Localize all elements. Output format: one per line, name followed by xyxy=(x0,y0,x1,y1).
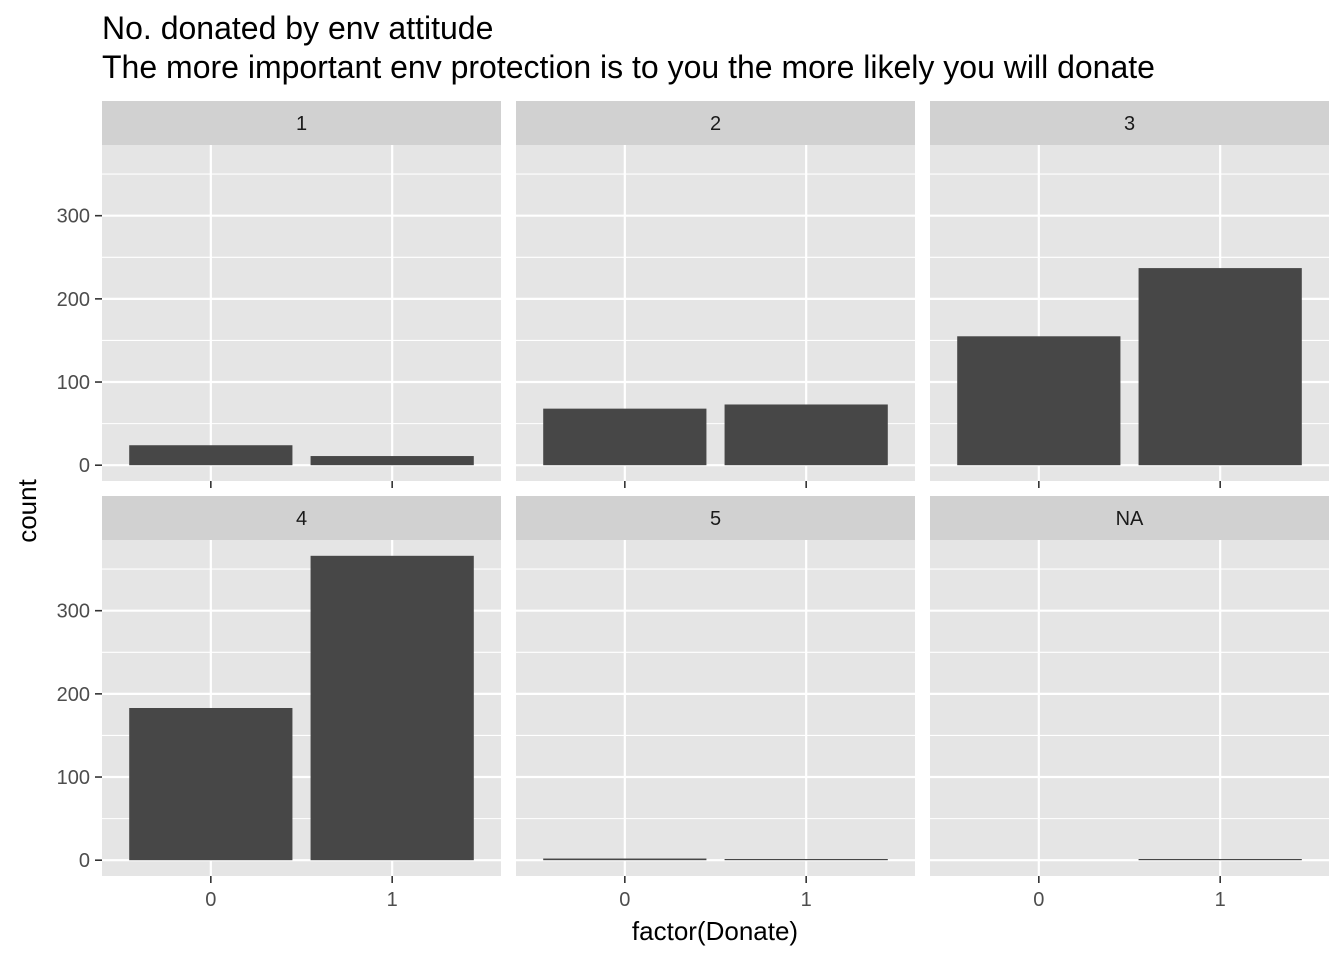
facet-panel-3: 3 xyxy=(930,101,1329,488)
bar-5-1 xyxy=(724,858,888,861)
bar-2-0 xyxy=(543,408,707,466)
facet-panel-4: 4 0 100 200 300 0 1 xyxy=(57,496,501,911)
facet-strip xyxy=(102,101,501,145)
bar-na-1 xyxy=(1138,858,1302,861)
panel-background xyxy=(102,145,501,481)
y-tick-label: 0 xyxy=(79,850,90,872)
facet-strip-label: NA xyxy=(1116,508,1144,530)
y-tick-label: 0 xyxy=(79,455,90,477)
y-tick-label: 100 xyxy=(57,372,90,394)
x-tick-label: 0 xyxy=(619,889,630,911)
bar-1-1 xyxy=(310,456,474,466)
facet-panel-2: 2 xyxy=(516,101,915,488)
chart-title: No. donated by env attitude xyxy=(102,10,493,46)
x-axis-title: factor(Donate) xyxy=(632,916,798,946)
facet-panel-na: NA 0 1 xyxy=(930,496,1329,911)
bar-5-0 xyxy=(543,858,707,861)
facet-strip-label: 1 xyxy=(296,113,307,135)
x-tick-label: 1 xyxy=(1215,889,1226,911)
bar-4-0 xyxy=(129,708,293,861)
facet-strip xyxy=(930,101,1329,145)
facet-strip xyxy=(102,496,501,540)
facet-strip-label: 3 xyxy=(1124,113,1135,135)
facet-strip-label: 4 xyxy=(296,508,307,530)
bar-3-1 xyxy=(1138,268,1302,466)
y-tick-label: 200 xyxy=(57,289,90,311)
facet-panels: 1 0 100 200 300 2 3 4 0 100 200 300 0 1 5 0 1 NA 0 1 xyxy=(57,101,1329,911)
facet-strip xyxy=(516,496,915,540)
facet-panel-5: 5 0 1 xyxy=(516,496,915,911)
facet-strip-label: 5 xyxy=(710,508,721,530)
bar-2-1 xyxy=(724,404,888,466)
facet-strip xyxy=(516,101,915,145)
y-axis-title: count xyxy=(12,478,42,542)
bar-1-0 xyxy=(129,445,293,466)
bar-4-1 xyxy=(310,555,474,861)
y-tick-label: 100 xyxy=(57,767,90,789)
facet-strip xyxy=(930,496,1329,540)
bar-3-0 xyxy=(957,336,1121,466)
x-tick-label: 1 xyxy=(801,889,812,911)
panel-background xyxy=(930,540,1329,876)
y-tick-label: 200 xyxy=(57,684,90,706)
x-tick-label: 0 xyxy=(205,889,216,911)
x-tick-label: 0 xyxy=(1033,889,1044,911)
x-tick-label: 1 xyxy=(387,889,398,911)
facet-panel-1: 1 0 100 200 300 xyxy=(57,101,501,488)
y-tick-label: 300 xyxy=(57,601,90,623)
facet-strip-label: 2 xyxy=(710,113,721,135)
chart-subtitle: The more important env protection is to … xyxy=(102,49,1155,85)
panel-background xyxy=(516,540,915,876)
y-tick-label: 300 xyxy=(57,206,90,228)
